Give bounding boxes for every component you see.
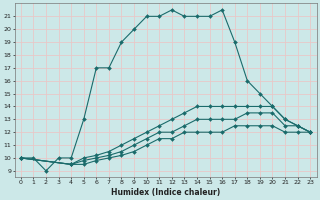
X-axis label: Humidex (Indice chaleur): Humidex (Indice chaleur) bbox=[111, 188, 220, 197]
